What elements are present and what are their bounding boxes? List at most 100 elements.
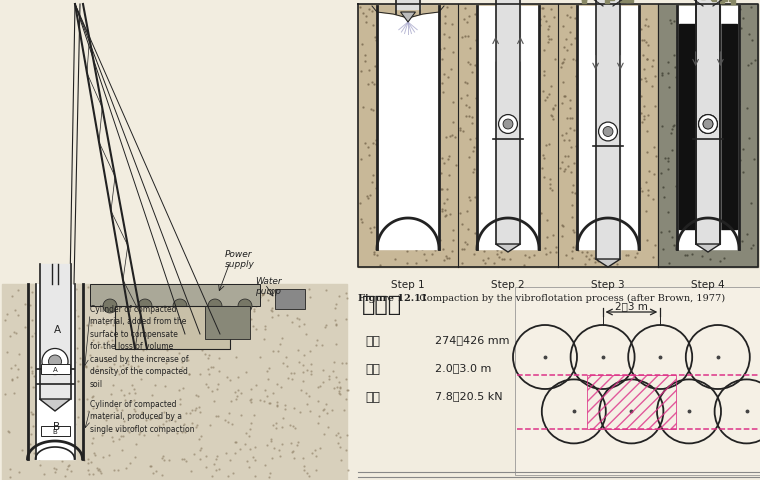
Point <box>154 315 166 323</box>
Point <box>3 428 15 436</box>
Point <box>84 351 97 359</box>
Point <box>646 84 658 91</box>
Point <box>480 9 492 16</box>
Bar <box>0 0 355 480</box>
Point <box>461 92 473 100</box>
Point <box>117 432 129 440</box>
Polygon shape <box>401 13 416 23</box>
Point <box>640 78 652 85</box>
Point <box>249 303 261 311</box>
Point <box>725 162 737 170</box>
Point <box>567 243 579 251</box>
Point <box>673 180 686 187</box>
Point <box>56 341 68 349</box>
Point <box>408 166 420 173</box>
Point <box>293 347 305 354</box>
Point <box>542 34 554 41</box>
Point <box>62 403 74 410</box>
Point <box>538 244 550 252</box>
Point <box>579 150 591 158</box>
Point <box>270 425 282 432</box>
Point <box>5 364 17 372</box>
Point <box>609 50 621 58</box>
Point <box>74 409 86 417</box>
Point <box>631 250 643 258</box>
Point <box>511 163 524 171</box>
Point <box>8 390 20 397</box>
Point <box>435 155 448 162</box>
Point <box>33 332 45 339</box>
Point <box>505 154 518 162</box>
Point <box>668 242 680 250</box>
Point <box>68 358 81 366</box>
Point <box>41 340 53 348</box>
Point <box>431 219 443 227</box>
Point <box>195 444 207 452</box>
Point <box>581 153 594 160</box>
Point <box>480 13 492 21</box>
Point <box>435 186 448 193</box>
Point <box>55 446 67 454</box>
Point <box>25 408 37 416</box>
Point <box>476 229 488 237</box>
Point <box>9 361 21 369</box>
Point <box>297 351 309 359</box>
Point <box>247 323 259 331</box>
Point <box>62 285 74 293</box>
Point <box>157 420 169 428</box>
Point <box>183 371 195 378</box>
Point <box>355 216 367 223</box>
Point <box>626 48 638 56</box>
Point <box>398 211 410 219</box>
Point <box>154 413 166 421</box>
Point <box>377 114 389 122</box>
Point <box>123 292 135 300</box>
Point <box>443 152 455 160</box>
Point <box>333 378 345 386</box>
Point <box>466 114 478 121</box>
Point <box>74 360 87 368</box>
Point <box>33 291 46 299</box>
Point <box>163 456 176 464</box>
Point <box>377 93 389 101</box>
Point <box>596 96 608 104</box>
Point <box>443 35 455 42</box>
Point <box>281 363 293 371</box>
Point <box>533 71 545 79</box>
Point <box>638 103 650 111</box>
Point <box>23 351 35 359</box>
Text: B: B <box>53 421 61 431</box>
Point <box>64 322 76 330</box>
Point <box>0 316 11 324</box>
Point <box>546 187 559 194</box>
Point <box>372 34 385 42</box>
Point <box>591 245 603 253</box>
Point <box>249 444 261 451</box>
Point <box>572 153 584 160</box>
Point <box>426 251 438 258</box>
Point <box>71 330 83 338</box>
Point <box>387 99 399 107</box>
Point <box>27 422 39 430</box>
Point <box>597 43 610 51</box>
Point <box>581 128 593 136</box>
Point <box>72 377 84 385</box>
Point <box>60 320 72 327</box>
Point <box>506 95 518 103</box>
Point <box>323 373 335 381</box>
Point <box>704 255 716 263</box>
Point <box>401 41 413 49</box>
Point <box>116 406 128 414</box>
Point <box>611 103 623 111</box>
Point <box>200 381 212 388</box>
Point <box>325 406 337 414</box>
Point <box>277 424 289 432</box>
Point <box>160 359 173 367</box>
Point <box>140 311 152 319</box>
Point <box>435 56 448 64</box>
Point <box>114 362 126 370</box>
Point <box>578 139 591 146</box>
Point <box>431 51 443 59</box>
Point <box>445 66 457 73</box>
Point <box>626 69 638 77</box>
